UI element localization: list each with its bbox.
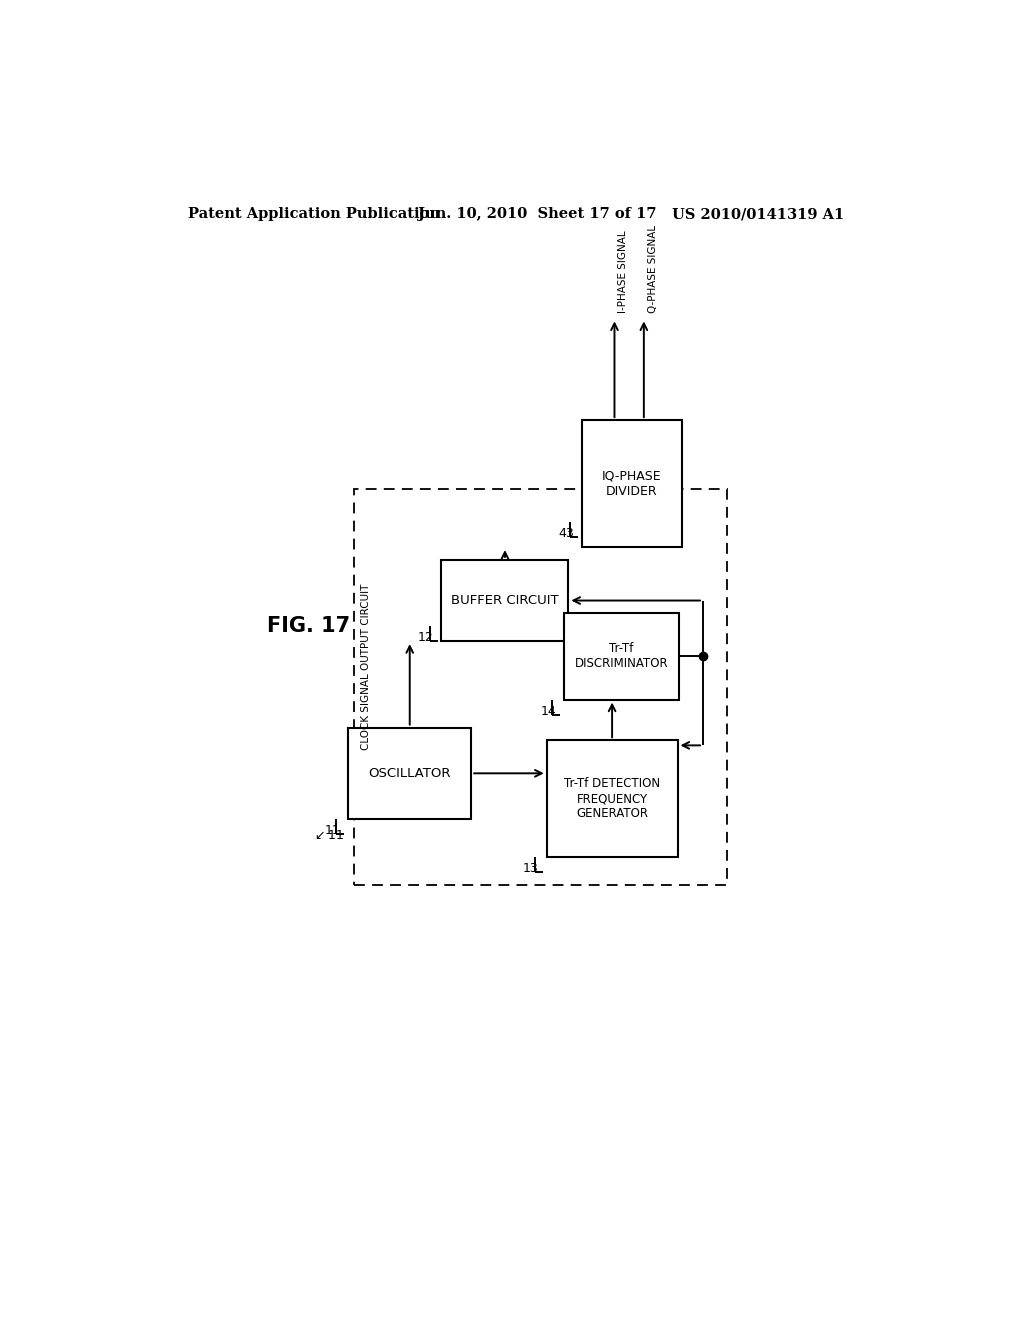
Bar xyxy=(441,560,568,642)
Text: 11: 11 xyxy=(325,824,340,837)
Bar xyxy=(564,614,679,700)
Text: FIG. 17: FIG. 17 xyxy=(267,616,350,636)
Text: 12: 12 xyxy=(418,631,433,644)
Text: $\swarrow$11: $\swarrow$11 xyxy=(312,829,344,842)
Text: 13: 13 xyxy=(523,862,539,875)
Text: OSCILLATOR: OSCILLATOR xyxy=(369,767,451,780)
Bar xyxy=(547,741,678,857)
Text: Jun. 10, 2010  Sheet 17 of 17: Jun. 10, 2010 Sheet 17 of 17 xyxy=(418,207,656,222)
Bar xyxy=(348,727,471,818)
Text: IQ-PHASE
DIVIDER: IQ-PHASE DIVIDER xyxy=(602,470,662,498)
Text: CLOCK SIGNAL OUTPUT CIRCUIT: CLOCK SIGNAL OUTPUT CIRCUIT xyxy=(361,583,371,750)
Text: 43: 43 xyxy=(559,527,574,540)
Text: BUFFER CIRCUIT: BUFFER CIRCUIT xyxy=(452,594,559,607)
Text: Q-PHASE SIGNAL: Q-PHASE SIGNAL xyxy=(648,226,657,313)
Text: US 2010/0141319 A1: US 2010/0141319 A1 xyxy=(672,207,844,222)
Text: 14: 14 xyxy=(541,705,556,718)
Bar xyxy=(583,420,682,548)
Text: I-PHASE SIGNAL: I-PHASE SIGNAL xyxy=(618,231,629,313)
Text: Tr-Tf DETECTION
FREQUENCY
GENERATOR: Tr-Tf DETECTION FREQUENCY GENERATOR xyxy=(564,777,660,820)
Text: Patent Application Publication: Patent Application Publication xyxy=(187,207,439,222)
Bar xyxy=(354,488,727,886)
Text: Tr-Tf
DISCRIMINATOR: Tr-Tf DISCRIMINATOR xyxy=(574,643,669,671)
